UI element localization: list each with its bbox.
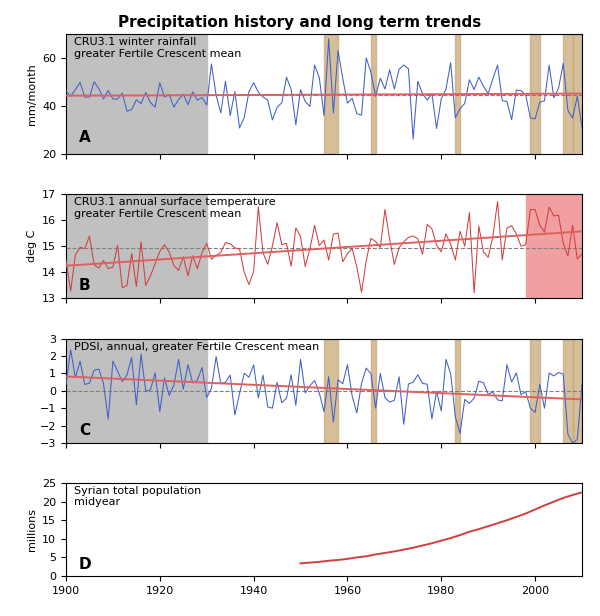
Bar <box>530 34 540 154</box>
Y-axis label: millions: millions <box>26 508 37 551</box>
Text: Syrian total population
midyear: Syrian total population midyear <box>74 486 201 508</box>
Text: CRU3.1 annual surface temperature
greater Fertile Crescent mean: CRU3.1 annual surface temperature greate… <box>74 197 275 219</box>
Bar <box>572 34 582 154</box>
Text: PDSI, annual, greater Fertile Crescent mean: PDSI, annual, greater Fertile Crescent m… <box>74 342 319 352</box>
Bar <box>371 34 376 154</box>
Text: CRU3.1 winter rainfall
greater Fertile Crescent mean: CRU3.1 winter rainfall greater Fertile C… <box>74 38 241 59</box>
Bar <box>563 339 572 443</box>
Bar <box>563 34 572 154</box>
Bar <box>455 339 460 443</box>
Bar <box>455 34 460 154</box>
Text: A: A <box>79 130 91 145</box>
Bar <box>324 34 338 154</box>
Y-axis label: deg C: deg C <box>26 230 37 262</box>
Bar <box>324 339 338 443</box>
Bar <box>526 194 582 298</box>
Text: Precipitation history and long term trends: Precipitation history and long term tren… <box>118 15 482 30</box>
Bar <box>572 339 582 443</box>
Bar <box>66 194 207 298</box>
Bar <box>66 339 207 443</box>
Bar <box>530 339 540 443</box>
Text: D: D <box>79 556 92 572</box>
Y-axis label: mm/month: mm/month <box>26 63 37 125</box>
Text: C: C <box>79 423 90 437</box>
Bar <box>66 34 207 154</box>
Text: B: B <box>79 278 91 293</box>
Bar <box>371 339 376 443</box>
